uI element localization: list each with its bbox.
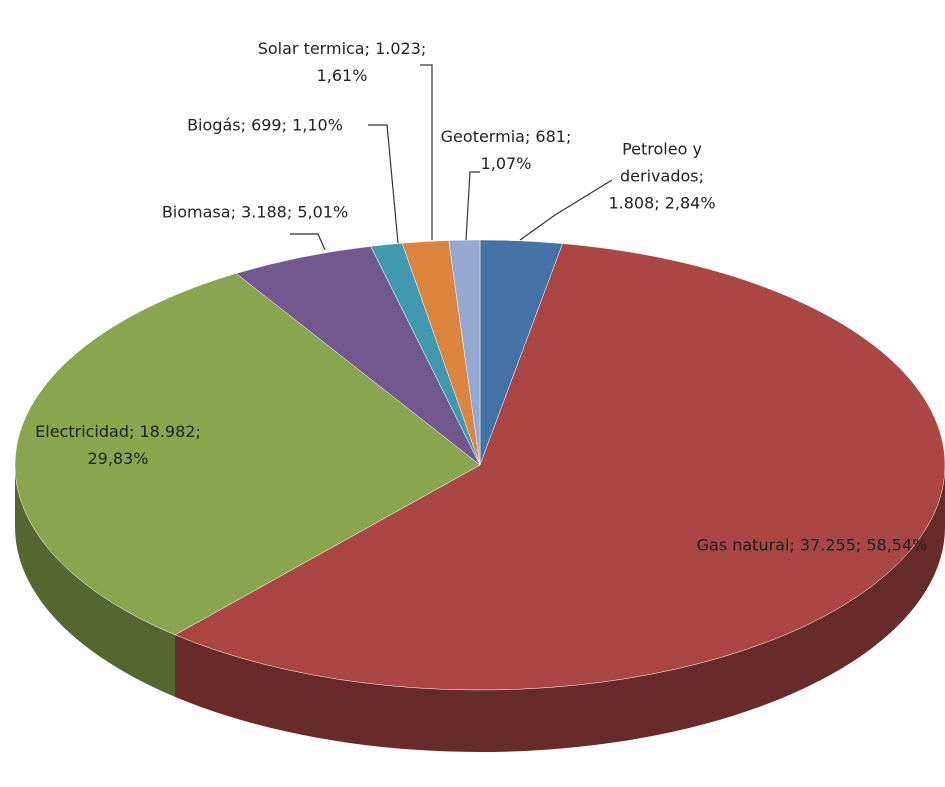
data-label: Geotermia; 681; 1,07% <box>440 127 572 173</box>
leader-line <box>290 233 326 251</box>
data-label: Gas natural; 37.255; 58,54% <box>696 535 928 555</box>
leader-line <box>519 179 613 241</box>
pie-slice <box>14 273 481 636</box>
data-label: Electricidad; 18.982; 29,83% <box>35 422 201 468</box>
leader-line <box>465 171 480 241</box>
tops <box>14 239 945 691</box>
leader-lines <box>290 64 613 251</box>
pie-side <box>14 465 176 697</box>
leader-line <box>368 124 399 244</box>
data-label: Petroleo y derivados; 1.808; 2,84% <box>608 139 716 213</box>
data-label: Solar termica; 1.023; 1,61% <box>257 39 427 85</box>
data-label: Biomasa; 3.188; 5,01% <box>161 202 349 222</box>
sides <box>14 465 945 752</box>
data-label: Biogás; 699; 1,10% <box>187 115 343 135</box>
leader-line <box>420 64 433 240</box>
pie-slice <box>235 246 481 466</box>
pie-slice <box>448 239 481 466</box>
pie-side <box>175 465 945 752</box>
pie-slice <box>174 243 945 691</box>
